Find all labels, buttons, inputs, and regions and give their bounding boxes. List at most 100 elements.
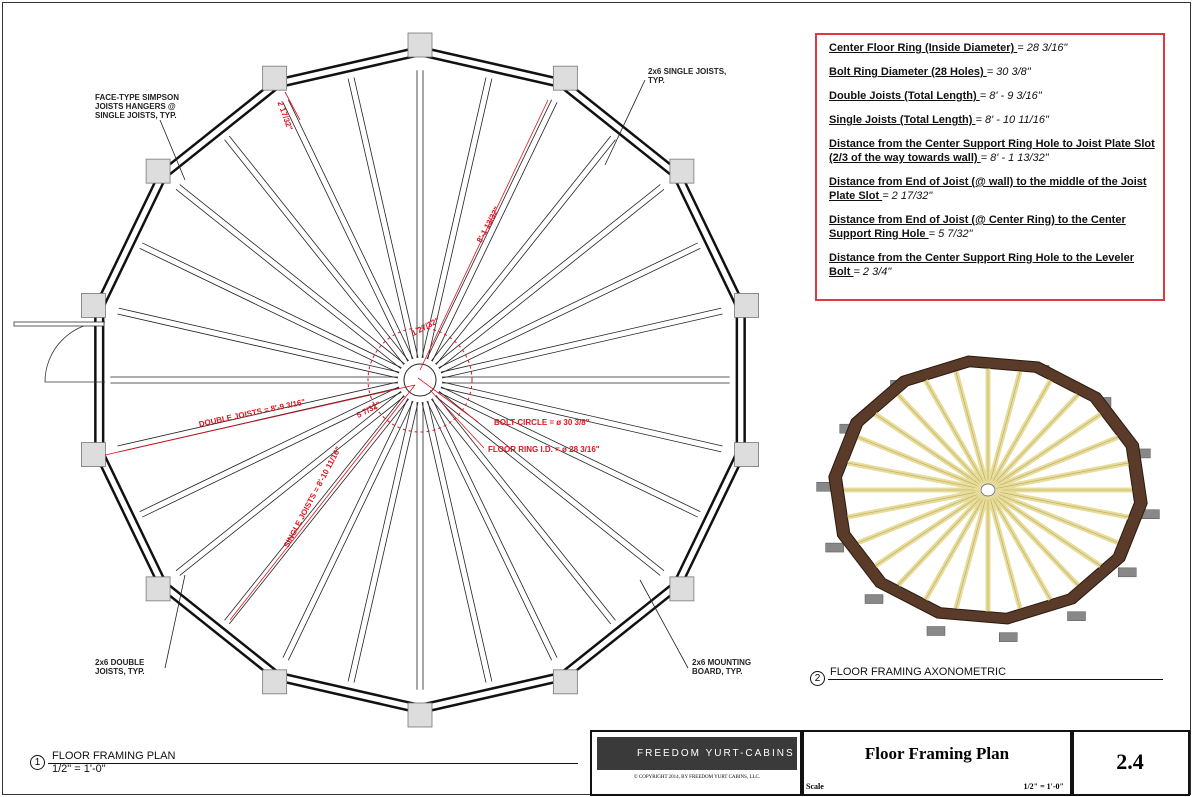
view-number-2: 2 — [810, 671, 825, 686]
joist-line — [353, 402, 419, 683]
note-label: Single Joists (Total Length) — [829, 114, 976, 126]
axo-pier — [926, 626, 946, 636]
note-item: Single Joists (Total Length) = 8' - 10 1… — [829, 113, 1157, 127]
joist-line — [139, 247, 400, 374]
callout-leader — [159, 119, 186, 181]
note-item: Center Floor Ring (Inside Diameter) = 28… — [829, 41, 1157, 55]
joist-line — [175, 391, 402, 572]
joist-line — [440, 307, 722, 373]
callout-single-joists: 2x6 SINGLE JOISTS, TYP. — [648, 67, 727, 85]
axo-joist-edge — [955, 371, 987, 484]
axo-pier — [1067, 611, 1086, 621]
joist-line — [431, 102, 558, 362]
corner-pier — [552, 65, 578, 91]
dim-bolt-circle: BOLT CIRCLE = ø 30 3/8" — [494, 418, 590, 427]
joist-line — [431, 398, 612, 625]
corner-pier — [262, 669, 288, 695]
joist-line — [224, 395, 405, 621]
note-label: Distance from the Center Support Ring Ho… — [829, 138, 1155, 164]
title-block-title: Floor Framing Plan Scale 1/2" = 1'-0" — [800, 730, 1074, 796]
scale-label: Scale — [806, 782, 824, 791]
brand-logo: FREEDOM YURT-CABINS — [597, 737, 797, 770]
axo-joist-edge — [994, 493, 1101, 567]
joist-line — [287, 400, 414, 661]
joist-line — [282, 398, 409, 658]
joist-line — [435, 395, 661, 576]
note-value: = 30 3/8" — [986, 66, 1031, 78]
note-label: Distance from End of Joist (@ wall) to t… — [829, 176, 1147, 202]
axo-pier — [1117, 567, 1137, 578]
axo-center-ring — [980, 483, 996, 497]
axo-joist-edge — [925, 495, 985, 600]
corner-pier — [407, 32, 433, 58]
axo-joist-edge — [995, 437, 1118, 488]
dimension-notes-box: Center Floor Ring (Inside Diameter) = 28… — [815, 33, 1165, 301]
joist-line — [431, 135, 612, 362]
joist-line — [431, 398, 558, 658]
view-title-plan: FLOOR FRAMING PLAN — [52, 750, 176, 762]
joist-line — [438, 242, 698, 369]
note-value: = 8' - 1 13/32" — [980, 152, 1049, 164]
callout-mounting-board: 2x6 MOUNTING BOARD, TYP. — [692, 658, 752, 676]
corner-pier — [734, 442, 760, 467]
axo-pier — [864, 594, 884, 604]
joist-line — [117, 381, 398, 447]
joist-line — [142, 391, 402, 518]
axo-joist-edge — [991, 495, 1051, 600]
dimension-line — [284, 91, 301, 121]
note-item: Bolt Ring Diameter (28 Holes) = 30 3/8" — [829, 65, 1157, 79]
axo-joist-edge — [995, 491, 1129, 518]
joist-line — [427, 400, 493, 682]
title-block-brand: FREEDOM YURT-CABINS © COPYRIGHT 2014, BY… — [590, 730, 804, 796]
axo-joist-edge — [995, 462, 1129, 489]
dim-floor-ring: FLOOR RING I.D. = ø 28 3/16" — [488, 445, 600, 454]
note-label: Double Joists (Total Length) — [829, 90, 980, 102]
axo-joist-edge — [925, 380, 985, 485]
corner-pier — [80, 293, 106, 318]
axo-joist-edge — [955, 496, 987, 609]
note-label: Distance from the Center Support Ring Ho… — [829, 252, 1134, 278]
axo-joist-edge — [858, 492, 981, 543]
callout-leader — [604, 79, 646, 166]
axo-joist-edge — [875, 493, 982, 567]
joist-line — [442, 381, 723, 447]
joist-line — [117, 313, 398, 379]
axo-joist-edge — [989, 496, 1021, 609]
dimension-line — [417, 377, 479, 423]
joist-line — [287, 99, 414, 360]
joist-line — [179, 184, 405, 365]
joist-line — [440, 386, 701, 513]
joist-line — [228, 398, 409, 625]
note-value: = 5 7/32" — [928, 228, 973, 240]
callout-double-joists: 2x6 DOUBLE JOISTS, TYP. — [95, 658, 145, 676]
joist-line — [435, 395, 616, 621]
floor-ring — [403, 363, 437, 397]
axo-joist-edge — [992, 394, 1079, 485]
joist-line — [442, 313, 723, 379]
axo-joist-edge — [858, 437, 981, 488]
axo-joist-edge — [847, 491, 981, 518]
note-item: Distance from End of Joist (@ wall) to t… — [829, 175, 1157, 203]
callout-leader — [164, 574, 186, 669]
dimension-line — [419, 99, 549, 371]
joist-line — [427, 78, 493, 360]
joist-line — [426, 99, 553, 360]
corner-pier — [669, 576, 695, 602]
joist-line — [347, 78, 413, 360]
note-value: = 8' - 9 3/16" — [979, 90, 1042, 102]
axo-pier — [998, 632, 1018, 642]
corner-pier — [734, 293, 760, 318]
sheet-number: 2.4 — [1116, 749, 1144, 774]
note-label: Bolt Ring Diameter (28 Holes) — [829, 66, 987, 78]
title-block-sheet-number: 2.4 — [1070, 730, 1190, 796]
note-value: = 2 17/32" — [882, 190, 933, 202]
note-value: = 8' - 10 11/16" — [975, 114, 1049, 126]
dimension-line — [229, 384, 416, 621]
axo-joist-edge — [875, 413, 982, 487]
joist-line — [440, 247, 701, 374]
corner-pier — [145, 576, 171, 602]
axo-joist-edge — [991, 380, 1051, 485]
dimension-line — [429, 389, 485, 449]
joist-line — [426, 400, 553, 661]
